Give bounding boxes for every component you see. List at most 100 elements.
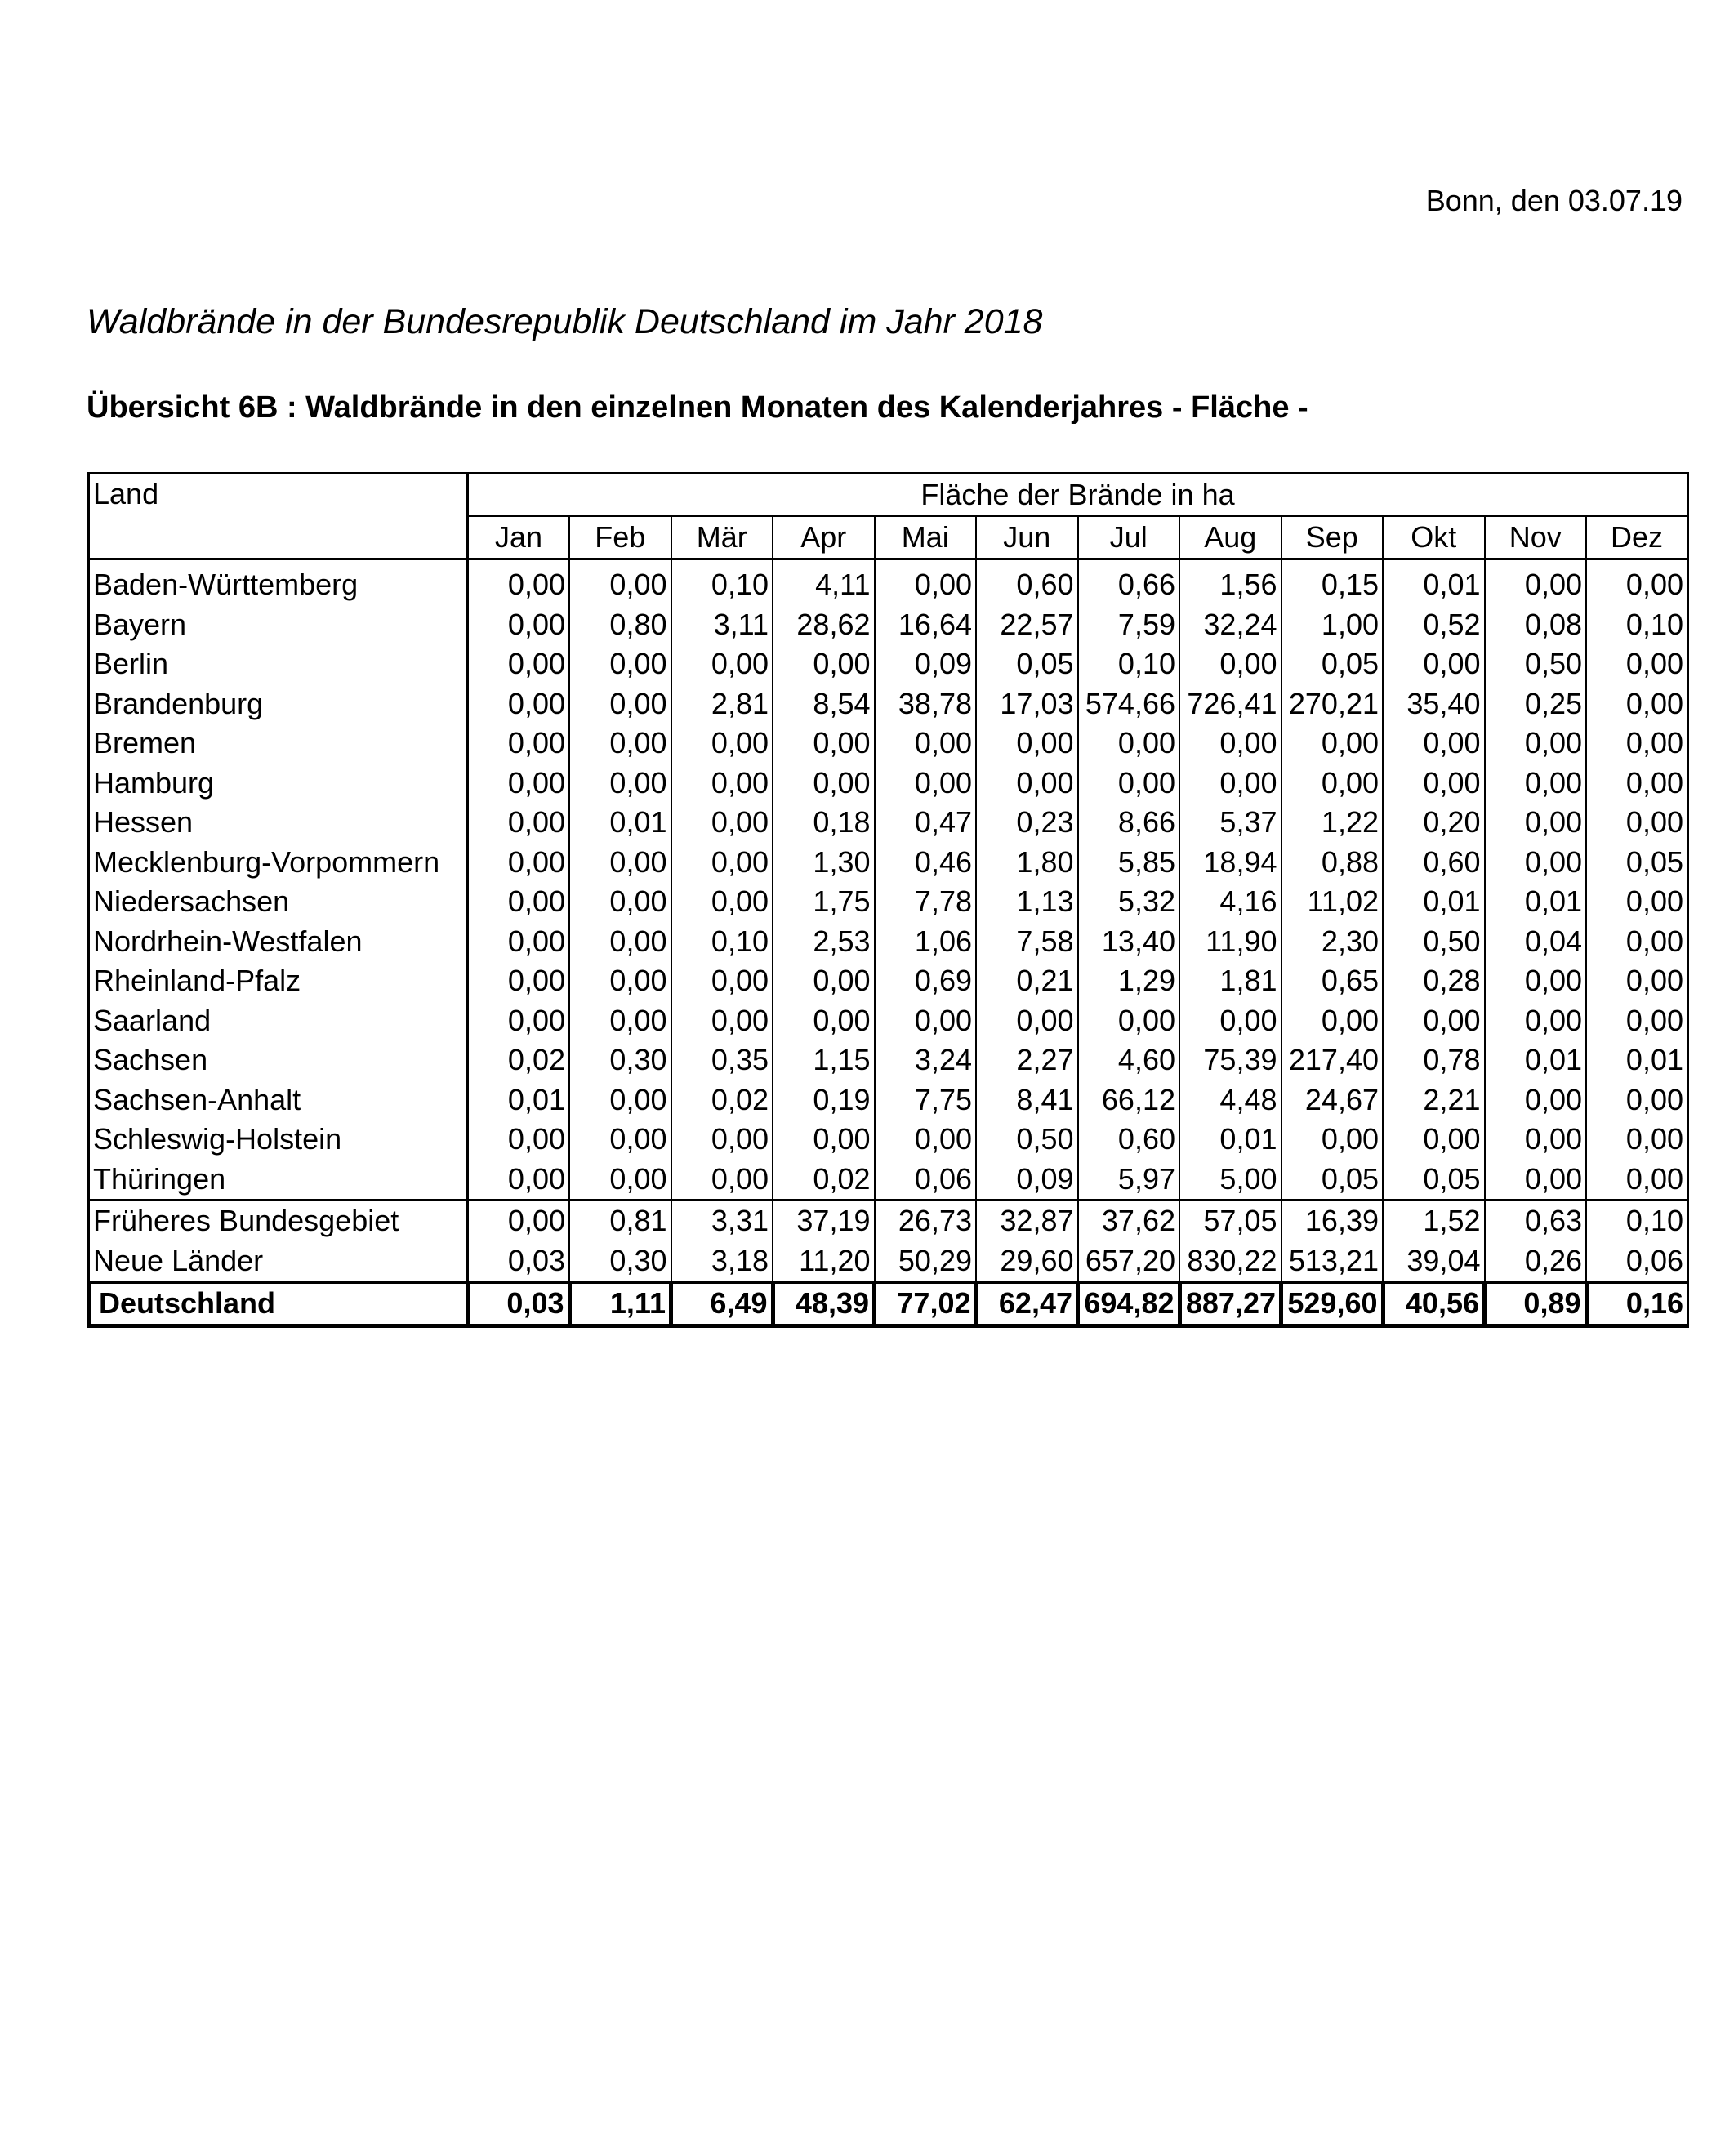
land-name-cell: Hessen — [87, 803, 469, 843]
area-value-cell: 0,00 — [467, 604, 570, 644]
area-value-cell: 0,89 — [1484, 1281, 1589, 1328]
area-value-cell: 0,00 — [1179, 763, 1282, 803]
area-value-cell: 0,01 — [1586, 1040, 1689, 1080]
area-value-cell: 0,10 — [671, 559, 773, 605]
area-value-cell: 694,82 — [1077, 1281, 1182, 1328]
area-value-cell: 0,00 — [773, 961, 876, 1001]
area-value-cell: 0,00 — [467, 1120, 570, 1160]
area-value-cell: 0,05 — [1281, 1159, 1384, 1200]
area-value-cell: 0,01 — [1179, 1120, 1282, 1160]
area-value-cell: 4,48 — [1179, 1080, 1282, 1120]
area-value-cell: 40,56 — [1383, 1281, 1487, 1328]
area-value-cell: 830,22 — [1179, 1241, 1282, 1282]
area-value-cell: 217,40 — [1281, 1040, 1384, 1080]
area-value-cell: 0,00 — [569, 882, 672, 922]
area-value-cell: 0,00 — [1586, 921, 1689, 961]
table-row: Rheinland-Pfalz 0,00 0,00 0,00 0,00 0,69 0,21 1… — [87, 961, 1689, 1001]
area-value-cell: 26,73 — [874, 1199, 977, 1241]
area-value-cell: 0,00 — [671, 842, 773, 882]
area-value-cell: 0,00 — [467, 1199, 570, 1241]
area-value-cell: 0,00 — [1484, 803, 1587, 843]
area-value-cell: 0,00 — [569, 842, 672, 882]
area-value-cell: 0,88 — [1281, 842, 1384, 882]
area-value-cell: 0,00 — [1383, 763, 1486, 803]
area-value-cell: 0,00 — [467, 724, 570, 764]
area-value-cell: 0,00 — [671, 763, 773, 803]
area-value-cell: 0,00 — [1484, 961, 1587, 1001]
land-name-cell: Niedersachsen — [87, 882, 469, 922]
area-value-cell: 0,00 — [1383, 1120, 1486, 1160]
area-value-cell: 0,00 — [976, 763, 1079, 803]
area-value-cell: 5,00 — [1179, 1159, 1282, 1200]
area-group-header: Fläche der Brände in ha — [466, 472, 1689, 516]
area-value-cell: 0,00 — [467, 763, 570, 803]
area-value-cell: 0,00 — [467, 644, 570, 684]
area-value-cell: 0,00 — [874, 763, 977, 803]
area-value-cell: 11,02 — [1281, 882, 1384, 922]
area-value-cell: 0,10 — [1586, 604, 1689, 644]
area-value-cell: 270,21 — [1281, 684, 1384, 724]
area-value-cell: 7,58 — [976, 921, 1079, 961]
area-value-cell: 0,25 — [1484, 684, 1587, 724]
land-name-cell: Bremen — [87, 724, 469, 764]
area-value-cell: 35,40 — [1383, 684, 1486, 724]
area-value-cell: 0,00 — [1484, 763, 1587, 803]
land-name-cell: Deutschland — [87, 1281, 470, 1328]
area-value-cell: 3,11 — [671, 604, 773, 644]
area-value-cell: 57,05 — [1179, 1199, 1282, 1241]
area-value-cell: 1,52 — [1383, 1199, 1486, 1241]
area-value-cell: 0,04 — [1484, 921, 1587, 961]
area-value-cell: 0,00 — [874, 724, 977, 764]
area-value-cell: 0,60 — [976, 559, 1079, 605]
area-value-cell: 0,05 — [1281, 644, 1384, 684]
area-value-cell: 1,00 — [1281, 604, 1384, 644]
area-value-cell: 0,00 — [671, 803, 773, 843]
area-value-cell: 0,80 — [569, 604, 672, 644]
area-value-cell: 0,03 — [467, 1241, 570, 1282]
area-value-cell: 0,81 — [569, 1199, 672, 1241]
land-name-cell: Saarland — [87, 1000, 469, 1040]
area-value-cell: 0,01 — [1484, 1040, 1587, 1080]
area-value-cell: 0,00 — [1586, 763, 1689, 803]
area-value-cell: 0,00 — [1586, 724, 1689, 764]
area-value-cell: 62,47 — [976, 1281, 1080, 1328]
area-value-cell: 0,00 — [569, 921, 672, 961]
area-value-cell: 0,00 — [1179, 1000, 1282, 1040]
area-value-cell: 7,78 — [874, 882, 977, 922]
table-row: Saarland 0,00 0,00 0,00 0,00 0,00 0,00 0,00 0,00… — [87, 1000, 1689, 1040]
area-value-cell: 0,00 — [467, 1159, 570, 1200]
area-value-cell: 0,00 — [569, 724, 672, 764]
area-value-cell: 1,30 — [773, 842, 876, 882]
area-value-cell: 1,81 — [1179, 961, 1282, 1001]
area-value-cell: 0,16 — [1586, 1281, 1689, 1328]
area-value-cell: 0,06 — [1586, 1241, 1689, 1282]
table-row: Baden-Württemberg 0,00 0,00 0,10 4,11 0,00 0,6… — [87, 559, 1689, 605]
area-value-cell: 5,37 — [1179, 803, 1282, 843]
area-value-cell: 18,94 — [1179, 842, 1282, 882]
land-name-cell: Rheinland-Pfalz — [87, 961, 469, 1001]
area-value-cell: 0,00 — [671, 724, 773, 764]
land-name-cell: Sachsen-Anhalt — [87, 1080, 469, 1120]
month-header: Mär — [670, 515, 773, 560]
area-value-cell: 1,75 — [773, 882, 876, 922]
land-name-cell: Thüringen — [87, 1159, 469, 1200]
land-name-cell: Mecklenburg-Vorpommern — [87, 842, 469, 882]
area-value-cell: 0,00 — [976, 1000, 1079, 1040]
area-value-cell: 0,00 — [1484, 1120, 1587, 1160]
table-row: Mecklenburg-Vorpommern 0,00 0,00 0,00 1,30 0,… — [87, 842, 1689, 882]
area-value-cell: 0,00 — [1586, 559, 1689, 605]
area-value-cell: 0,50 — [976, 1120, 1079, 1160]
area-value-cell: 0,00 — [569, 644, 672, 684]
area-value-cell: 0,00 — [569, 559, 672, 605]
area-value-cell: 0,00 — [1484, 559, 1587, 605]
area-value-cell: 657,20 — [1077, 1241, 1180, 1282]
table-row: Sachsen 0,02 0,30 0,35 1,15 3,24 2,27 4,60 75,39… — [87, 1040, 1689, 1080]
month-header: Jun — [975, 515, 1079, 560]
area-value-cell: 0,30 — [569, 1241, 672, 1282]
area-value-cell: 0,00 — [1586, 1000, 1689, 1040]
area-value-cell: 0,00 — [1383, 724, 1486, 764]
area-value-cell: 11,20 — [773, 1241, 876, 1282]
month-header: Feb — [568, 515, 672, 560]
land-name-cell: Sachsen — [87, 1040, 469, 1080]
area-value-cell: 0,05 — [1383, 1159, 1486, 1200]
